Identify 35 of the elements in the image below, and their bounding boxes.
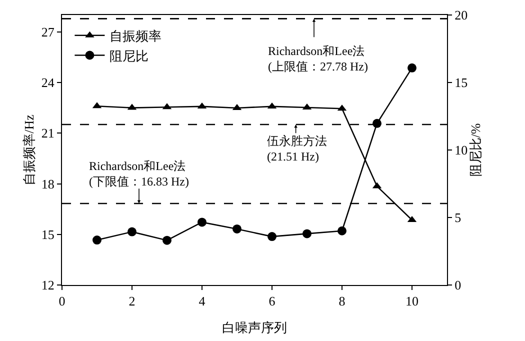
point [232, 224, 242, 234]
point [268, 232, 276, 242]
x-tick-label: 2 [128, 294, 136, 309]
point [408, 63, 416, 72]
x-tick-label: 6 [268, 294, 276, 309]
x-tick-label: 10 [406, 294, 418, 309]
y2-tick-label: 5 [454, 210, 462, 226]
legend-label: 阻尼比 [110, 48, 149, 64]
y-tick-label: 27 [41, 24, 55, 40]
point [338, 226, 346, 236]
point [198, 218, 206, 227]
y-tick-label: 24 [41, 75, 55, 90]
legend-label: 自振频率 [110, 28, 162, 44]
x-tick-label: 8 [338, 294, 346, 309]
y2-tick-label: 10 [454, 142, 468, 158]
point [372, 118, 382, 128]
y-tick-label: 18 [41, 176, 54, 192]
y2-tick-label: 20 [454, 8, 468, 23]
x-axis-title: 白噪声序列 [222, 320, 287, 336]
ref-line-label: Richardson和Lee法 (下限值：16.83 Hz) [89, 159, 189, 189]
point [128, 227, 136, 236]
ref-line-label: Richardson和Lee法 (上限值：27.78 Hz) [268, 44, 368, 74]
x-tick-label: 4 [198, 294, 206, 309]
point [302, 229, 312, 238]
point [92, 236, 102, 245]
y2-tick-label: 0 [454, 278, 462, 293]
ref-line-label: 伍永胜方法 (21.51 Hz) [267, 134, 327, 164]
y-tick-label: 12 [41, 278, 54, 293]
y-tick-label: 15 [41, 226, 54, 242]
x-tick-label: 0 [58, 294, 66, 309]
point [162, 236, 172, 245]
y2-tick-label: 15 [454, 75, 468, 90]
y2-axis-title: 阻尼比/% [468, 123, 484, 177]
y-tick-label: 21 [41, 126, 54, 141]
y-axis-title: 自振频率/Hz [21, 114, 36, 186]
